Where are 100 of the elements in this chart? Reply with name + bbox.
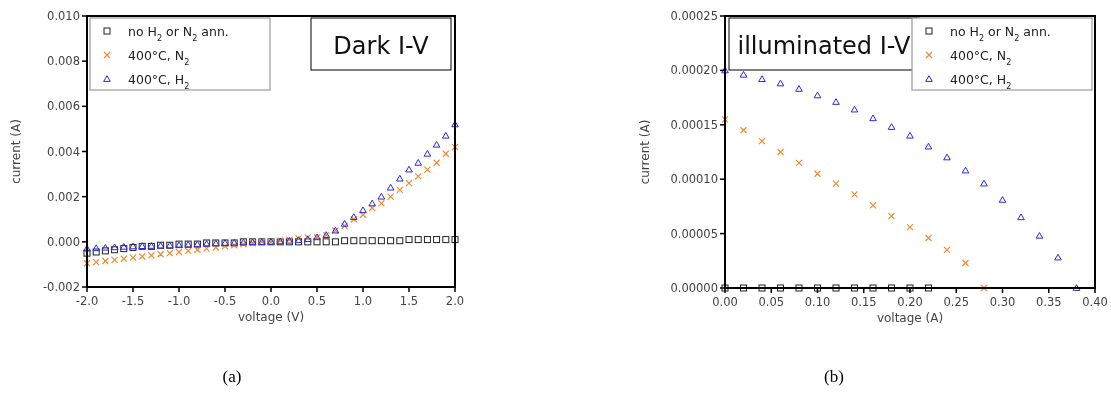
y-tick-label: 0.00025: [670, 9, 718, 23]
point: [166, 249, 174, 257]
point: [777, 284, 784, 292]
point: [1017, 213, 1025, 221]
x-axis-title: voltage (V): [237, 310, 305, 324]
point: [451, 236, 459, 244]
point: [758, 284, 766, 292]
y-tick-label: 0.000: [47, 234, 80, 249]
point: [795, 284, 803, 292]
point: [758, 137, 766, 145]
y-tick-label: 0.004: [47, 144, 80, 159]
x-tick-label: 0.30: [989, 295, 1016, 309]
x-tick-label: -1.5: [121, 294, 145, 308]
point: [906, 131, 914, 139]
point: [442, 131, 450, 139]
point: [869, 284, 877, 292]
y-tick-label: 0.00015: [670, 117, 718, 132]
x-tick-label: 1.0: [353, 294, 373, 308]
point: [92, 244, 100, 252]
point: [1035, 231, 1044, 239]
point: [998, 196, 1007, 203]
point: [739, 70, 748, 78]
point: [101, 247, 109, 255]
point: [368, 204, 376, 212]
point: [101, 243, 110, 251]
point: [1072, 284, 1081, 291]
point: [129, 254, 137, 262]
point: [414, 172, 422, 180]
x-tick-label: -0.5: [213, 294, 237, 308]
legend-label: no H$_{2}$ or N$_{2}$ ann.: [950, 24, 1051, 43]
x-tick-label: 0.00: [712, 295, 738, 309]
y-tick-label: 0.00020: [670, 63, 718, 78]
point: [83, 249, 91, 257]
y-tick-label: 0.00010: [670, 172, 718, 187]
x-axis-title: voltage (A): [876, 311, 944, 325]
y-tick-label: 0.010: [47, 9, 80, 23]
point: [924, 142, 933, 150]
y-tick-label: -0.002: [42, 280, 80, 294]
y-tick-label: 0.00005: [670, 226, 718, 241]
x-tick-label: 0.35: [1035, 295, 1062, 309]
point: [832, 284, 840, 292]
point: [888, 284, 895, 292]
point: [368, 237, 376, 245]
point: [101, 257, 109, 265]
point: [359, 237, 367, 245]
point: [414, 236, 422, 244]
point: [961, 166, 970, 174]
point: [359, 206, 367, 214]
point: [740, 284, 747, 292]
point: [377, 192, 386, 200]
point: [813, 170, 822, 178]
point: [432, 140, 441, 148]
x-tick-label: 0.0: [261, 294, 281, 308]
point: [1054, 253, 1062, 261]
point: [869, 201, 877, 209]
legend-label: 400°C, N$_{2}$: [950, 48, 1012, 67]
text: (a): [222, 367, 242, 386]
legend-label: 400°C, H$_{2}$: [128, 72, 190, 91]
point: [850, 105, 859, 113]
point: [331, 238, 339, 246]
point: [776, 148, 785, 156]
point: [423, 149, 432, 157]
point: [405, 236, 413, 244]
point: [396, 186, 404, 194]
point: [350, 237, 358, 245]
x-tick-label: 0.10: [804, 295, 831, 309]
point: [405, 179, 413, 187]
x-tick-label: 0.05: [758, 295, 785, 309]
x-tick-label: 0.20: [897, 295, 923, 309]
legend-label: 400°C, N$_{2}$: [128, 48, 190, 67]
text: (b): [824, 367, 844, 386]
text: Dark I-V: [333, 32, 430, 60]
point: [157, 250, 165, 258]
point: [980, 179, 988, 187]
point: [405, 165, 413, 173]
point: [433, 236, 441, 244]
point: [396, 174, 404, 182]
point: [396, 237, 404, 245]
point: [925, 284, 932, 292]
point: [322, 238, 330, 246]
point: [92, 248, 100, 256]
y-tick-label: 0.006: [47, 99, 80, 114]
legend-label: 400°C, H$_{2}$: [950, 72, 1012, 91]
point: [832, 179, 840, 188]
point: [341, 237, 349, 245]
point: [433, 159, 441, 167]
y-tick-label: 0.002: [47, 189, 80, 204]
y-axis-title: current (A): [9, 119, 23, 184]
x-tick-label: 1.5: [399, 294, 419, 308]
y-axis-title: current (A): [638, 119, 652, 185]
point: [739, 126, 748, 134]
x-tick-label: 2.0: [445, 294, 465, 308]
point: [795, 159, 803, 167]
y-tick-label: 0.008: [47, 54, 80, 69]
point: [851, 284, 858, 292]
point: [193, 246, 201, 254]
point: [111, 256, 119, 264]
point: [943, 153, 951, 161]
text: illuminated I-V: [737, 32, 912, 60]
point: [887, 212, 896, 220]
